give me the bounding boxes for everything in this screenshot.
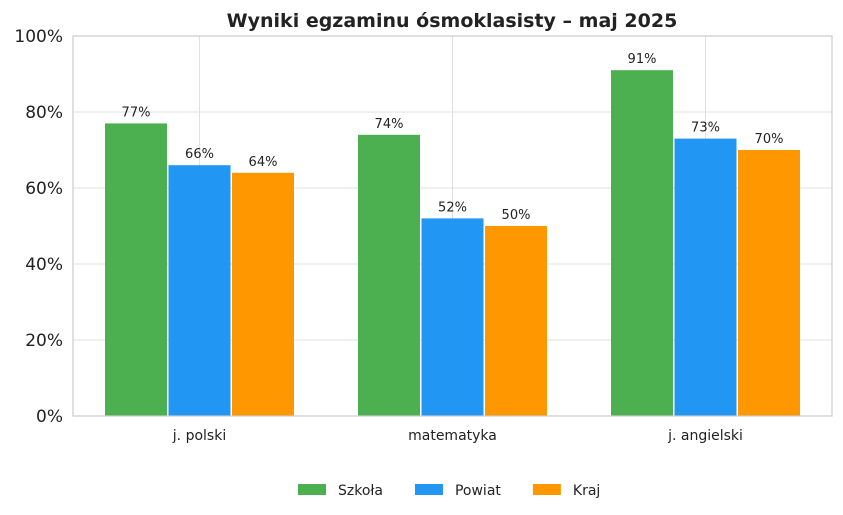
bar-powiat	[168, 165, 231, 416]
legend-swatch	[298, 484, 326, 495]
legend-label: Powiat	[455, 483, 501, 499]
chart-title: Wyniki egzaminu ósmoklasisty – maj 2025	[227, 10, 678, 32]
plot-border	[72, 35, 833, 417]
data-label: 64%	[249, 155, 278, 170]
data-label: 66%	[185, 147, 214, 162]
data-label: 70%	[755, 132, 784, 147]
bar-kraj	[485, 226, 547, 416]
bar-szkoła	[105, 123, 167, 417]
data-label: 74%	[375, 117, 404, 132]
data-label: 77%	[122, 105, 151, 120]
x-tick-label: matematyka	[408, 428, 497, 444]
y-tick-label: 20%	[25, 331, 63, 351]
legend-label: Kraj	[573, 483, 600, 499]
bar-kraj	[232, 172, 294, 416]
x-tick-label: j. angielski	[667, 428, 743, 444]
y-tick-label: 60%	[25, 179, 63, 199]
data-label: 50%	[502, 208, 531, 223]
bar-kraj	[738, 150, 800, 416]
legend-swatch	[532, 484, 561, 495]
y-tick-label: 100%	[14, 27, 63, 47]
legend-label: Szkoła	[338, 483, 383, 499]
x-tick-label: j. polski	[172, 428, 226, 444]
y-tick-label: 40%	[25, 255, 63, 275]
y-tick-label: 80%	[25, 103, 63, 123]
y-tick-label: 0%	[36, 407, 63, 427]
data-label: 73%	[691, 121, 720, 136]
bar-powiat	[674, 138, 737, 416]
bar-szkoła	[358, 134, 420, 417]
data-label: 52%	[438, 200, 467, 215]
data-label: 91%	[628, 52, 657, 67]
bar-powiat	[421, 218, 484, 416]
legend-swatch	[414, 484, 443, 495]
bar-szkoła	[611, 70, 673, 416]
